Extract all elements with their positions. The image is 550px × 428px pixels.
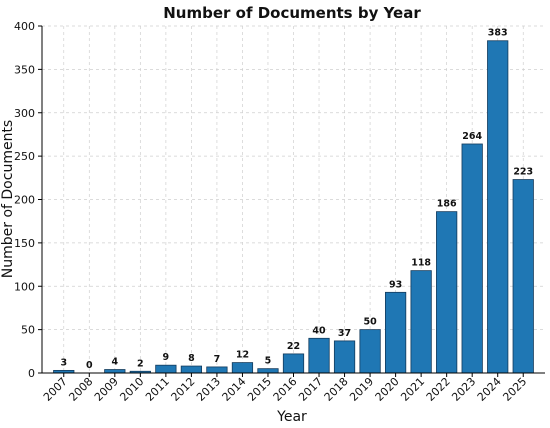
bar-value-label-2013: 7 — [214, 354, 221, 365]
bar-value-label-2022: 186 — [437, 199, 457, 210]
x-tick-label-2013: 2013 — [194, 375, 223, 404]
x-tick-label-2007: 2007 — [41, 375, 70, 404]
bar-2011 — [155, 364, 177, 374]
bar-2013 — [206, 366, 228, 374]
x-tick-label-2017: 2017 — [296, 375, 325, 404]
bar-value-label-2023: 264 — [462, 131, 482, 142]
bar-2009 — [104, 369, 126, 374]
x-tick-label-2009: 2009 — [92, 375, 121, 404]
bar-value-label-2016: 22 — [287, 341, 300, 352]
x-tick-label-2008: 2008 — [66, 375, 95, 404]
bar-2022 — [436, 211, 458, 374]
y-axis-label: Number of Documents — [0, 120, 16, 278]
x-tick-label-2015: 2015 — [245, 375, 274, 404]
bar-value-label-2018: 37 — [338, 328, 351, 339]
y-tick-label: 250 — [14, 150, 35, 163]
bar-value-label-2011: 9 — [163, 352, 170, 363]
x-tick-label-2024: 2024 — [475, 375, 504, 404]
x-tick-labels: 2007200820092010201120122013201420152016… — [41, 375, 529, 404]
bar-value-label-2014: 12 — [236, 350, 249, 361]
bar-2024 — [487, 40, 509, 374]
y-tick-label: 350 — [14, 63, 35, 76]
bar-value-label-2007: 3 — [60, 357, 67, 368]
bar-value-label-2008: 0 — [86, 360, 93, 371]
bars — [53, 40, 534, 374]
y-tick-labels: 0 50 100 150 200 250 300 350 400 — [14, 20, 35, 380]
x-tick-label-2011: 2011 — [143, 375, 172, 404]
bar-2012 — [180, 365, 203, 374]
y-tick-label: 100 — [14, 280, 35, 293]
y-tick-label: 150 — [14, 237, 35, 250]
bar-value-labels: 3 0 4 2 9 8 7 12 5 22 40 37 50 93 118 186 264 383 223 — [60, 28, 533, 371]
bar-2019 — [359, 329, 381, 374]
bar-value-label-2020: 93 — [389, 279, 402, 290]
bar-value-label-2019: 50 — [363, 317, 377, 328]
bar-2014 — [231, 362, 254, 374]
bar-2025 — [512, 179, 534, 374]
bar-value-label-2009: 4 — [112, 357, 119, 368]
bar-2018 — [333, 340, 356, 374]
x-tick-label-2025: 2025 — [500, 375, 529, 404]
y-tick-label: 400 — [14, 20, 35, 33]
axes — [38, 25, 545, 377]
bar-2017 — [308, 337, 330, 374]
x-tick-label-2020: 2020 — [373, 375, 402, 404]
bar-value-label-2010: 2 — [137, 358, 144, 369]
bar-value-label-2015: 5 — [265, 356, 272, 367]
x-tick-label-2018: 2018 — [322, 375, 351, 404]
bar-value-label-2024: 383 — [488, 28, 508, 39]
x-tick-label-2019: 2019 — [347, 375, 376, 404]
bar-value-label-2021: 118 — [411, 258, 431, 269]
x-tick-label-2016: 2016 — [271, 375, 300, 404]
x-tick-label-2023: 2023 — [449, 375, 478, 404]
y-tick-label: 50 — [21, 324, 35, 337]
bar-value-label-2012: 8 — [188, 353, 195, 364]
bar-2021 — [410, 270, 432, 374]
bar-value-label-2017: 40 — [312, 325, 326, 336]
x-tick-label-2012: 2012 — [169, 375, 198, 404]
bar-2015 — [257, 368, 279, 374]
bar-2020 — [384, 291, 407, 374]
y-tick-label: 300 — [14, 107, 35, 120]
x-tick-label-2014: 2014 — [220, 375, 249, 404]
bar-2016 — [282, 353, 305, 374]
x-tick-label-2021: 2021 — [398, 375, 427, 404]
x-tick-label-2010: 2010 — [117, 375, 146, 404]
bar-value-label-2025: 223 — [513, 167, 533, 178]
chart-title: Number of Documents by Year — [163, 4, 421, 22]
y-tick-label: 0 — [28, 367, 35, 380]
x-axis-label: Year — [276, 409, 307, 425]
bar-2023 — [461, 143, 483, 374]
x-tick-label-2022: 2022 — [424, 375, 453, 404]
y-tick-label: 200 — [14, 194, 35, 207]
